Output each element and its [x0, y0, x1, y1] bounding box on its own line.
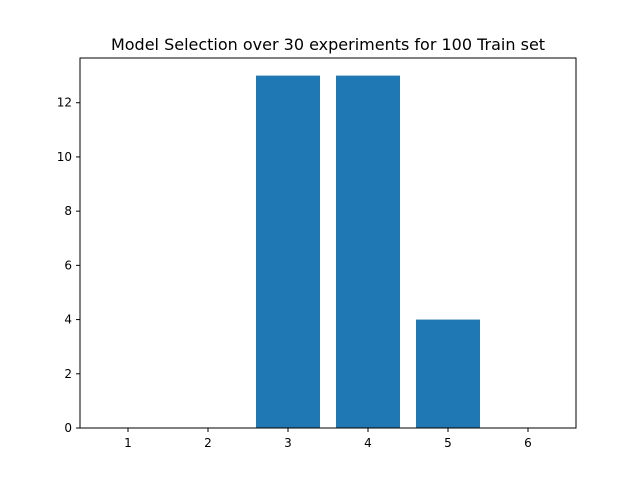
y-axis: 0 2 4 6 8 10 12 — [57, 96, 80, 435]
x-tick-label: 6 — [524, 436, 532, 450]
bar-4 — [336, 75, 400, 428]
y-tick-label: 2 — [64, 367, 72, 381]
y-tick-label: 6 — [64, 258, 72, 272]
x-axis: 1 2 3 4 5 6 — [124, 428, 532, 450]
x-tick-label: 5 — [444, 436, 452, 450]
bar-5 — [416, 319, 480, 428]
x-tick-label: 2 — [204, 436, 212, 450]
y-tick-label: 10 — [57, 150, 72, 164]
x-tick-label: 3 — [284, 436, 292, 450]
y-tick-label: 4 — [64, 313, 72, 327]
x-tick-label: 1 — [124, 436, 132, 450]
bar-3 — [256, 75, 320, 428]
y-tick-label: 0 — [64, 421, 72, 435]
axes-frame — [79, 57, 577, 429]
x-tick-label: 4 — [364, 436, 372, 450]
bars-group — [256, 75, 480, 428]
y-tick-label: 8 — [64, 204, 72, 218]
y-tick-label: 12 — [57, 96, 72, 110]
chart-title: Model Selection over 30 experiments for … — [111, 35, 545, 54]
